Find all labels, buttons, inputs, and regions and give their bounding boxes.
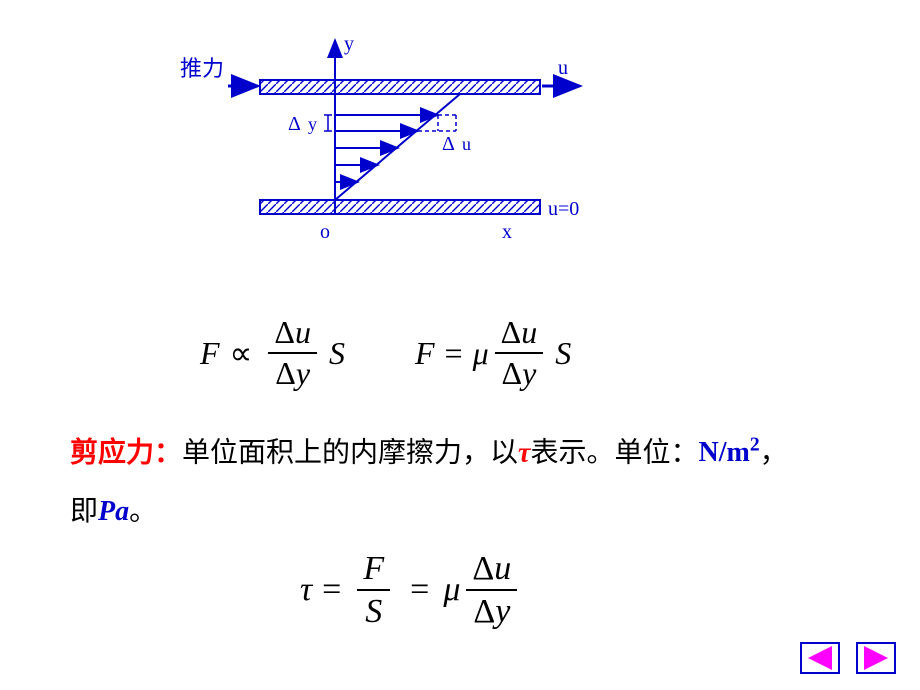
term-shear-stress: 剪应力： [70, 437, 182, 468]
label-dy: Δ [288, 113, 301, 135]
eq2-eq: = [445, 335, 463, 372]
eq3-tau: τ [300, 571, 312, 609]
eq1-F: F [200, 335, 220, 372]
next-button[interactable] [856, 642, 896, 674]
prev-button[interactable] [800, 642, 840, 674]
eq1-prop: ∝ [230, 334, 253, 372]
unit-nm2: N/m2 [698, 437, 759, 468]
eq2-mu: μ [473, 335, 489, 372]
eq1-S: S [329, 335, 345, 372]
label-x: x [502, 221, 512, 243]
label-o: o [320, 221, 330, 243]
label-y: y [344, 33, 354, 55]
svg-text:u: u [462, 134, 471, 154]
eq2-S: S [555, 335, 571, 372]
eq2: F = μ u y S [415, 315, 571, 391]
definition-line2: 即Pa。 [70, 490, 870, 535]
svg-text:y: y [308, 114, 317, 134]
label-u: u [558, 57, 568, 79]
eq2-F: F [415, 335, 435, 372]
definition-line1: 剪应力：单位面积上的内摩擦力，以τ表示。单位：N/m2， [70, 430, 870, 476]
diagram-svg: y o x 推力 u u=0 Δ y Δ u [180, 20, 600, 260]
tau-symbol: τ [518, 437, 530, 468]
shear-diagram: y o x 推力 u u=0 Δ y Δ u [180, 20, 600, 260]
eq1: F ∝ u y S [200, 315, 345, 391]
label-u0: u=0 [548, 198, 579, 220]
label-du: Δ [442, 133, 455, 155]
unit-pa: Pa [98, 496, 129, 527]
equation-3: τ = F S = μ u y [300, 550, 523, 631]
label-push: 推力 [180, 56, 224, 81]
equation-row-1: F ∝ u y S F = μ u y S [200, 315, 571, 391]
